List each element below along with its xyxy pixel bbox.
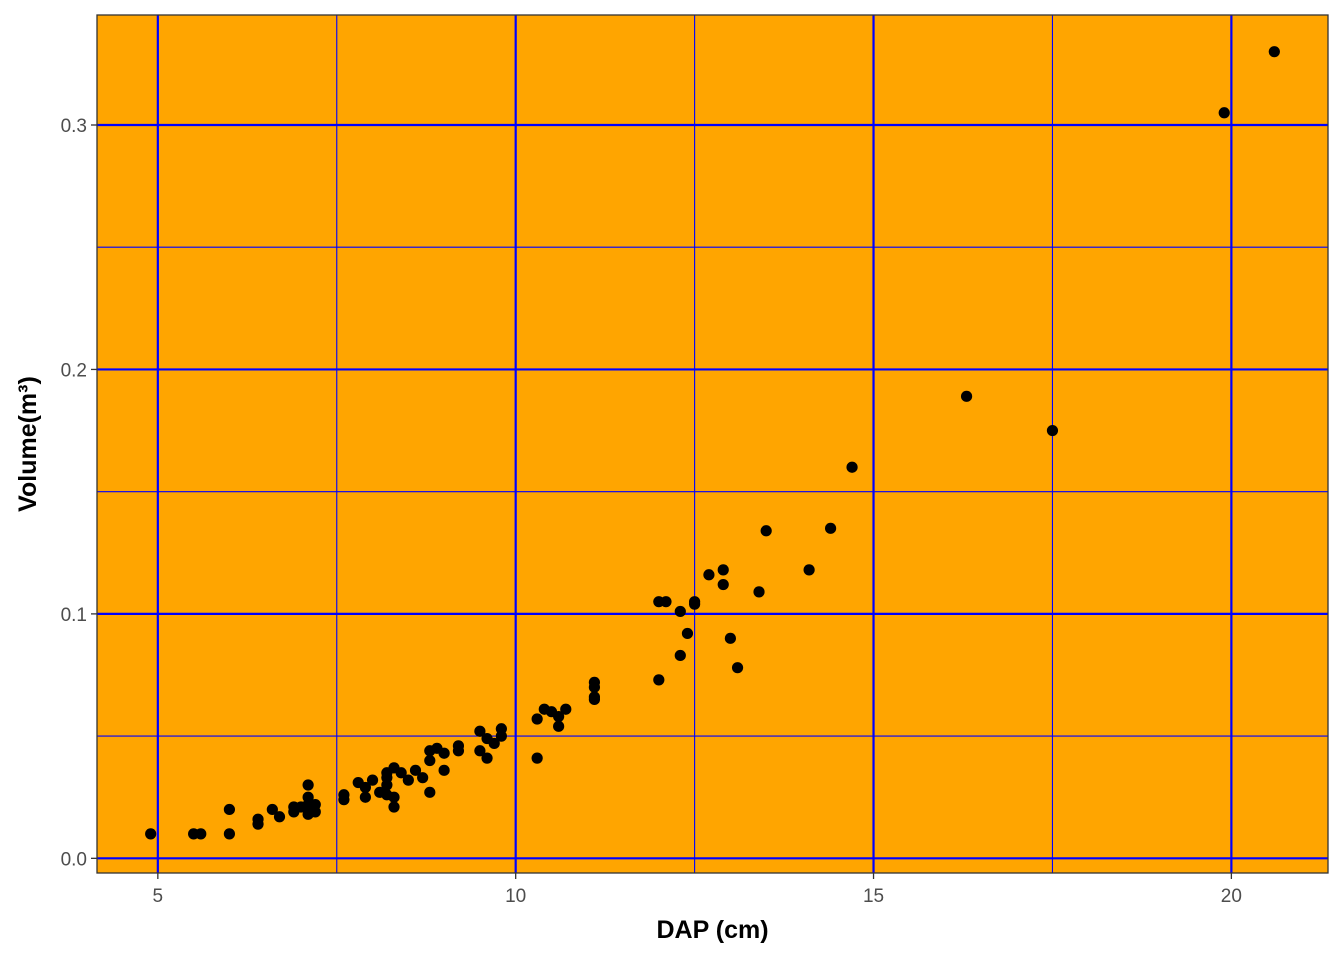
data-point <box>553 720 565 732</box>
data-point <box>409 764 422 776</box>
data-point <box>960 390 973 402</box>
data-point <box>438 764 450 776</box>
data-point <box>717 564 729 576</box>
data-point <box>689 596 701 608</box>
data-point <box>660 596 672 608</box>
x-tick-label: 10 <box>505 886 526 907</box>
data-point <box>145 828 157 840</box>
data-point <box>395 767 407 779</box>
x-axis-title: DAP (cm) <box>656 916 768 944</box>
data-point <box>846 461 858 473</box>
data-point <box>223 803 236 816</box>
data-point <box>560 703 572 715</box>
data-point <box>495 723 507 735</box>
plot-panel-border <box>96 14 1329 874</box>
data-point <box>273 811 286 823</box>
data-point <box>474 725 486 737</box>
y-tick-label: 0.0 <box>61 849 87 870</box>
data-point <box>674 649 686 662</box>
data-point <box>717 578 729 591</box>
data-point <box>417 772 429 784</box>
data-point <box>388 791 400 803</box>
y-tick-label: 0.3 <box>61 116 87 137</box>
y-axis-title: Volume(m³) <box>14 376 42 512</box>
data-point <box>531 713 543 725</box>
data-point <box>195 828 207 840</box>
data-point <box>703 569 715 581</box>
y-tick-label: 0.2 <box>61 360 87 381</box>
data-point <box>309 798 321 811</box>
minor-gridlines <box>97 15 1328 873</box>
x-tick-label: 15 <box>863 886 884 907</box>
data-point <box>1046 424 1059 437</box>
data-point <box>488 737 500 750</box>
data-point <box>252 813 264 825</box>
data-point <box>724 632 736 644</box>
data-point <box>674 605 686 618</box>
data-point <box>753 586 765 598</box>
data-point <box>223 828 236 840</box>
data-point <box>388 801 400 813</box>
x-tick-label: 5 <box>153 886 164 907</box>
data-point <box>588 691 601 703</box>
data-point <box>338 789 350 801</box>
data-point <box>302 779 314 791</box>
y-axis: 0.0 0.1 0.2 0.3 <box>61 116 97 870</box>
data-point <box>424 786 436 798</box>
data-point <box>803 564 815 576</box>
data-point <box>588 676 601 688</box>
data-point <box>731 662 744 674</box>
data-point <box>366 774 379 786</box>
data-point <box>1218 107 1230 119</box>
data-points <box>145 46 1280 840</box>
data-point <box>424 754 436 767</box>
data-point <box>438 747 450 759</box>
data-point <box>266 803 278 816</box>
data-point <box>402 774 414 786</box>
major-gridlines <box>97 15 1328 873</box>
data-point <box>681 627 694 640</box>
data-point <box>474 745 486 757</box>
data-point <box>824 522 837 534</box>
data-point <box>452 740 465 752</box>
x-tick-label: 20 <box>1221 886 1242 907</box>
data-point <box>553 710 565 723</box>
data-point <box>481 752 493 764</box>
data-point <box>359 791 371 803</box>
y-tick-label: 0.1 <box>61 605 87 626</box>
data-point <box>653 674 665 686</box>
x-axis: 5 10 15 20 <box>153 873 1242 907</box>
data-point <box>302 791 314 803</box>
data-point <box>760 525 772 537</box>
data-point <box>531 752 543 764</box>
data-point <box>359 781 371 794</box>
data-point <box>1268 46 1280 58</box>
plot-panel-background <box>97 15 1328 873</box>
